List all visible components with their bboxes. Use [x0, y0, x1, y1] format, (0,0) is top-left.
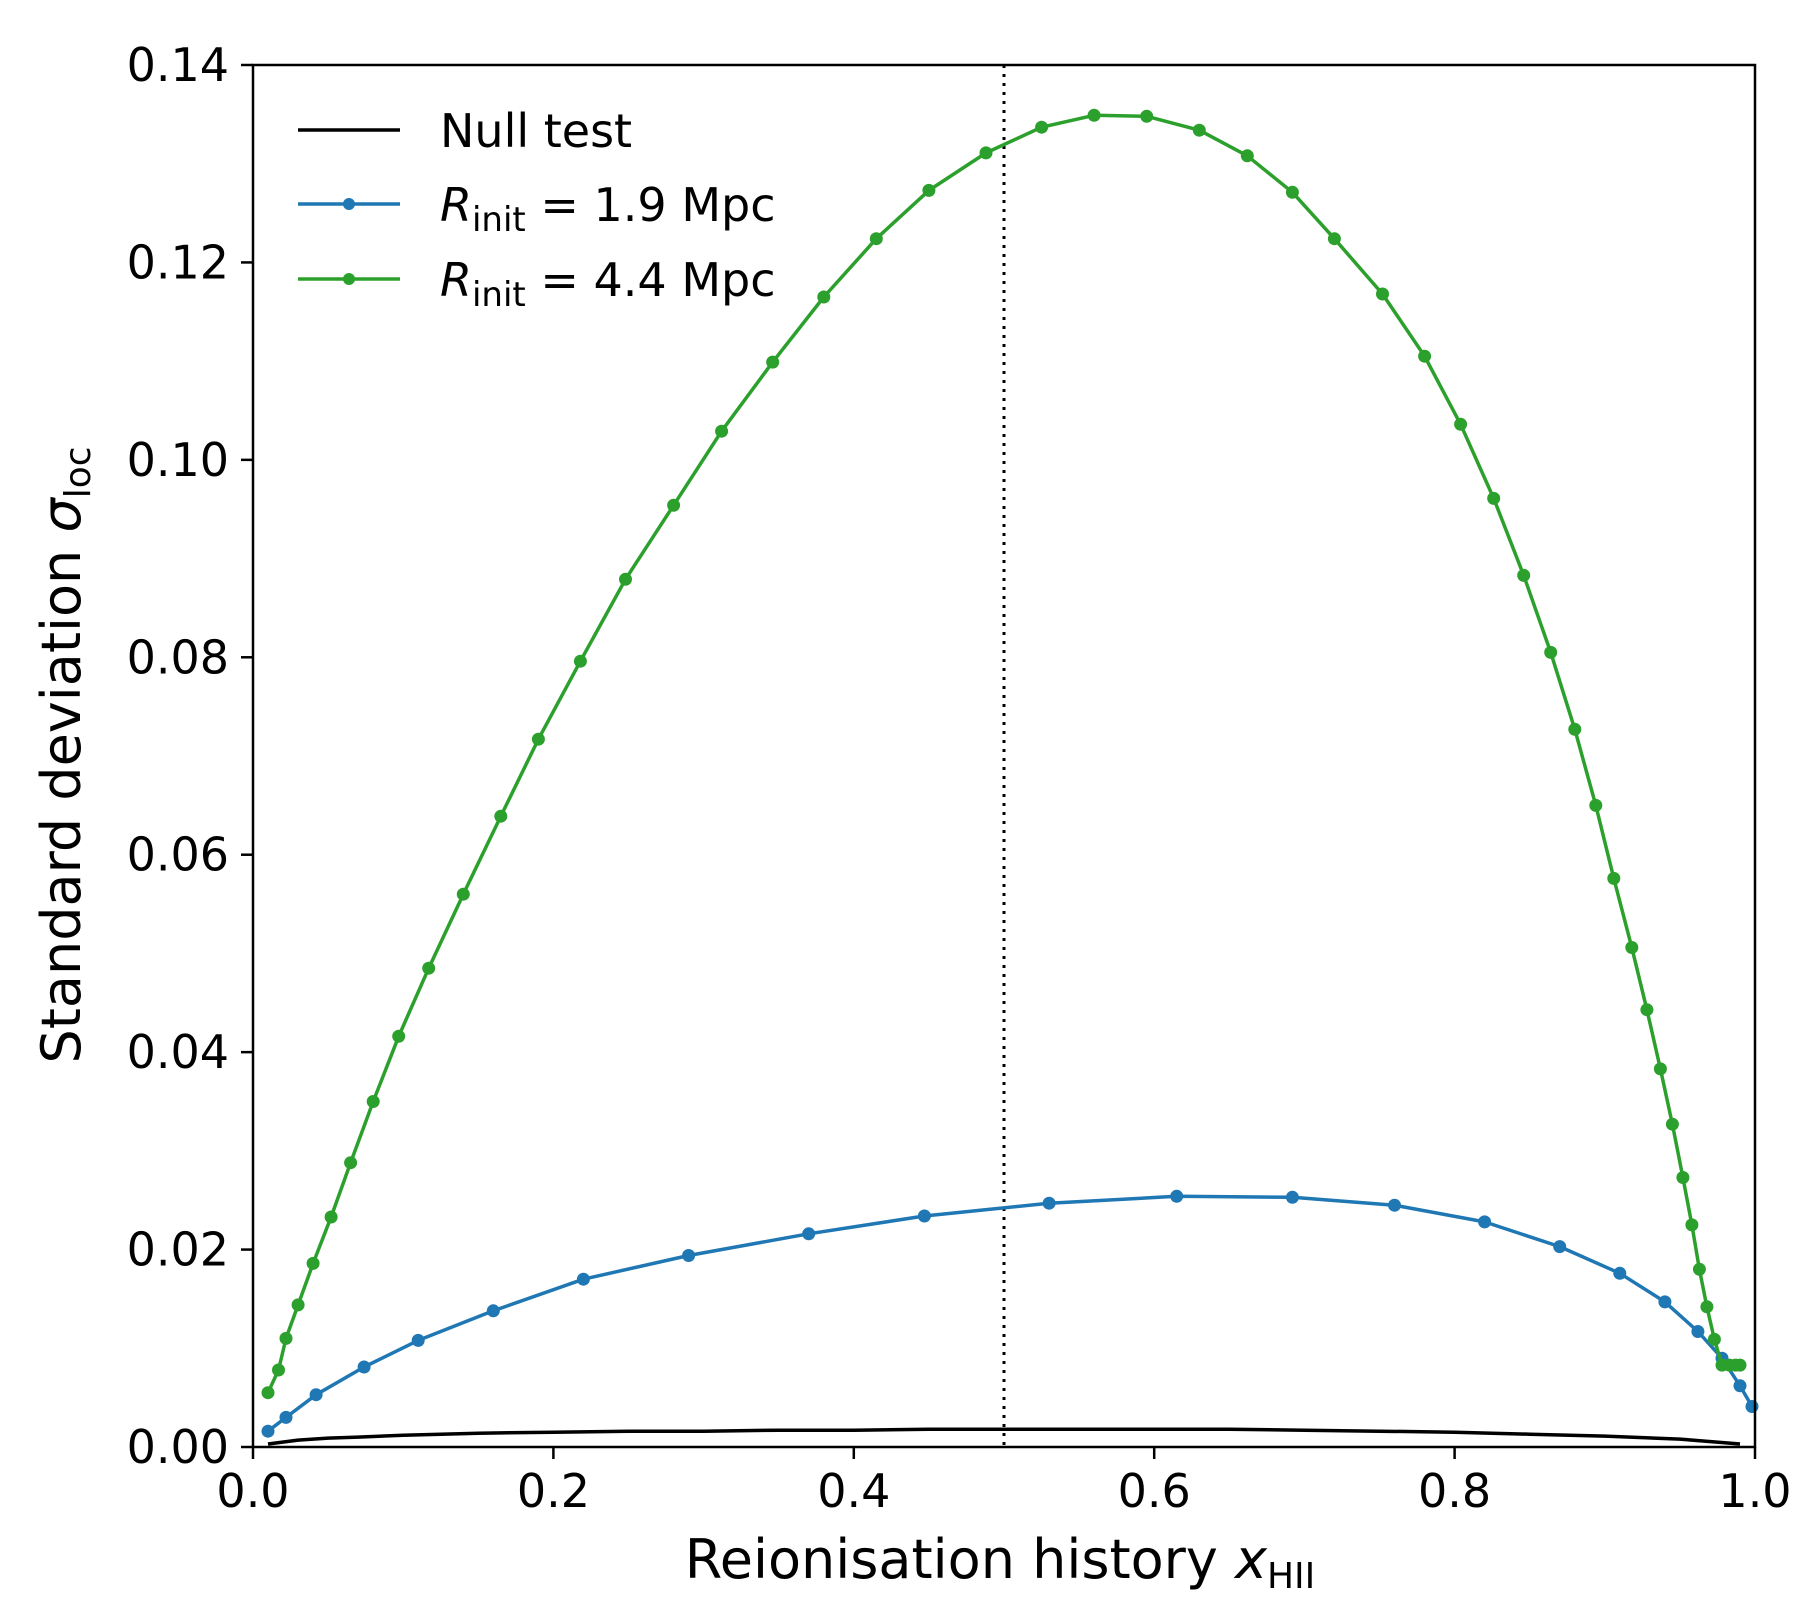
series-2-point-6 — [344, 1156, 358, 1170]
series-1-point-16 — [1613, 1266, 1627, 1280]
series-2-point-2 — [279, 1331, 293, 1345]
series-2-point-13 — [573, 654, 587, 668]
x-tick-label: 0.8 — [1418, 1464, 1491, 1518]
series-2-point-10 — [456, 887, 470, 901]
x-axis-label: Reionisation history xHII — [685, 1528, 1316, 1597]
series-1-point-2 — [309, 1388, 323, 1402]
y-tick-label: 0.08 — [127, 630, 229, 684]
series-2-point-12 — [531, 732, 545, 746]
series-1-point-21 — [1745, 1400, 1759, 1413]
series-2-point-14 — [619, 572, 632, 586]
series-2-point-35 — [1568, 722, 1582, 736]
series-2-point-15 — [667, 498, 681, 512]
series-1-point-8 — [802, 1227, 816, 1241]
legend-marker-rinit-4-4 — [343, 273, 355, 285]
series-2-point-8 — [392, 1029, 406, 1043]
series-1-point-4 — [411, 1333, 425, 1347]
series-2-point-29 — [1376, 287, 1389, 301]
series-1-point-13 — [1388, 1198, 1401, 1212]
series-2-point-5 — [324, 1210, 338, 1224]
legend-marker-rinit-1-9 — [343, 198, 355, 210]
series-1-point-9 — [917, 1209, 931, 1223]
series-2-point-30 — [1418, 349, 1432, 363]
legend-label-rinit-4-4: Rinit = 4.4 Mpc — [440, 253, 776, 315]
legend-label-null-test: Null test — [440, 104, 632, 158]
series-2-point-25 — [1192, 123, 1206, 137]
series-1-point-17 — [1658, 1295, 1672, 1309]
x-tick-label: 0.6 — [1118, 1464, 1191, 1518]
series-2-point-17 — [766, 355, 780, 369]
series-2-point-28 — [1327, 232, 1341, 246]
legend-label-rinit-1-9: Rinit = 1.9 Mpc — [440, 178, 776, 240]
series-2-point-32 — [1487, 491, 1501, 505]
axes: 0.0 0.2 0.4 0.6 0.8 1.0 0.00 0.02 0.04 0.06 0.08 0.… — [127, 38, 1792, 1518]
series-2-point-3 — [291, 1298, 305, 1312]
series-2-point-26 — [1240, 149, 1254, 163]
series-line-1 — [266, 1194, 1754, 1433]
series-2-point-46 — [1707, 1332, 1721, 1346]
series-2-point-0 — [261, 1386, 275, 1400]
series-1-point-7 — [682, 1249, 696, 1262]
series-2-point-50 — [1733, 1358, 1747, 1372]
series-2-point-16 — [715, 424, 729, 438]
series-2-point-20 — [922, 183, 936, 197]
y-tick-label: 0.02 — [127, 1223, 229, 1277]
x-tick-label: 1.0 — [1718, 1464, 1791, 1518]
y-tick-label: 0.12 — [127, 235, 229, 289]
series-2-point-38 — [1625, 941, 1639, 954]
y-tick-label: 0.06 — [127, 828, 229, 882]
series-2-point-22 — [1035, 120, 1049, 134]
series-2-point-18 — [817, 290, 831, 304]
x-tick-label: 0.0 — [216, 1464, 289, 1518]
series-2-point-41 — [1665, 1117, 1679, 1131]
series-1-point-1 — [279, 1410, 293, 1424]
series-1-point-15 — [1553, 1240, 1567, 1254]
series-2-point-7 — [366, 1095, 380, 1108]
series-2-point-21 — [979, 146, 993, 160]
series-1-point-3 — [357, 1360, 371, 1374]
series-2-point-24 — [1140, 109, 1154, 123]
series-1-point-18 — [1691, 1325, 1705, 1338]
series-1-point-6 — [576, 1272, 590, 1286]
series-2-point-9 — [422, 961, 436, 975]
series-1-point-11 — [1170, 1189, 1184, 1203]
series-2-point-44 — [1692, 1262, 1706, 1276]
axes-frame — [251, 63, 1757, 1449]
series-2-point-43 — [1685, 1218, 1699, 1232]
series-2-point-27 — [1285, 185, 1299, 199]
series-2-point-40 — [1653, 1062, 1667, 1076]
y-axis-label: Standard deviation σloc — [30, 446, 99, 1063]
series-2-point-23 — [1087, 108, 1101, 122]
series-2-point-39 — [1640, 1003, 1654, 1017]
series-2-point-34 — [1544, 645, 1558, 659]
y-tick-label: 0.00 — [127, 1420, 229, 1474]
y-tick-label: 0.14 — [127, 38, 229, 92]
series-2-point-31 — [1454, 417, 1468, 431]
series-line-0 — [267, 1427, 1741, 1446]
series-1-point-20 — [1733, 1379, 1747, 1393]
series-1-point-5 — [486, 1304, 500, 1318]
series-1-point-14 — [1478, 1215, 1492, 1229]
series-2-point-42 — [1676, 1171, 1690, 1184]
series-2-point-11 — [494, 809, 508, 823]
series-2-point-36 — [1589, 798, 1603, 812]
series-2-point-19 — [869, 232, 883, 246]
x-tick-label: 0.2 — [517, 1464, 590, 1518]
plot-area — [261, 65, 1759, 1447]
y-tick-label: 0.10 — [127, 433, 229, 487]
legend: Null test Rinit = 1.9 Mpc Rinit = 4.4 Mp… — [298, 104, 776, 315]
x-tick-label: 0.4 — [817, 1464, 890, 1518]
series-1-point-10 — [1042, 1196, 1056, 1210]
series-2-point-45 — [1700, 1300, 1714, 1314]
series-2-point-1 — [272, 1363, 285, 1377]
series-2-point-37 — [1607, 871, 1621, 885]
series-1-point-0 — [261, 1424, 275, 1438]
y-tick-label: 0.04 — [127, 1025, 229, 1079]
series-2-point-4 — [306, 1256, 320, 1270]
series-1-point-12 — [1285, 1190, 1299, 1204]
series-2-point-33 — [1517, 568, 1531, 582]
